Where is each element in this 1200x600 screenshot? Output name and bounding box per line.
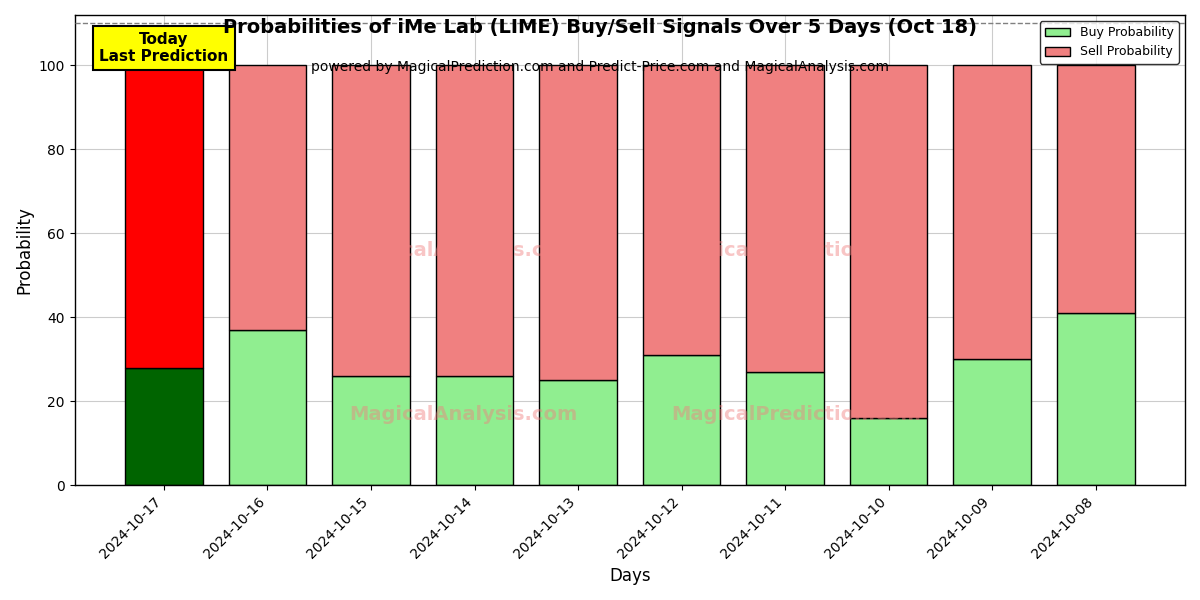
- Bar: [332, 376, 410, 485]
- Bar: [539, 380, 617, 485]
- Text: powered by MagicalPrediction.com and Predict-Price.com and MagicalAnalysis.com: powered by MagicalPrediction.com and Pre…: [311, 60, 889, 74]
- Bar: [953, 359, 1031, 485]
- Bar: [746, 65, 824, 372]
- Bar: [332, 65, 410, 376]
- Bar: [850, 418, 928, 485]
- Bar: [436, 65, 514, 376]
- Bar: [643, 65, 720, 355]
- Bar: [229, 330, 306, 485]
- Bar: [125, 368, 203, 485]
- Text: MagicalPrediction.com: MagicalPrediction.com: [672, 405, 922, 424]
- Text: Probabilities of iMe Lab (LIME) Buy/Sell Signals Over 5 Days (Oct 18): Probabilities of iMe Lab (LIME) Buy/Sell…: [223, 18, 977, 37]
- Bar: [850, 65, 928, 418]
- Bar: [539, 65, 617, 380]
- Bar: [436, 376, 514, 485]
- Text: MagicalAnalysis.com: MagicalAnalysis.com: [349, 405, 577, 424]
- Bar: [229, 65, 306, 330]
- Bar: [746, 372, 824, 485]
- Text: MagicalAnalysis.com: MagicalAnalysis.com: [349, 241, 577, 260]
- X-axis label: Days: Days: [610, 567, 650, 585]
- Text: MagicalPrediction.com: MagicalPrediction.com: [672, 241, 922, 260]
- Legend: Buy Probability, Sell Probability: Buy Probability, Sell Probability: [1040, 21, 1178, 64]
- Bar: [1057, 65, 1134, 313]
- Y-axis label: Probability: Probability: [16, 206, 34, 294]
- Bar: [1057, 313, 1134, 485]
- Bar: [125, 65, 203, 368]
- Bar: [643, 355, 720, 485]
- Bar: [953, 65, 1031, 359]
- Text: Today
Last Prediction: Today Last Prediction: [100, 32, 228, 64]
